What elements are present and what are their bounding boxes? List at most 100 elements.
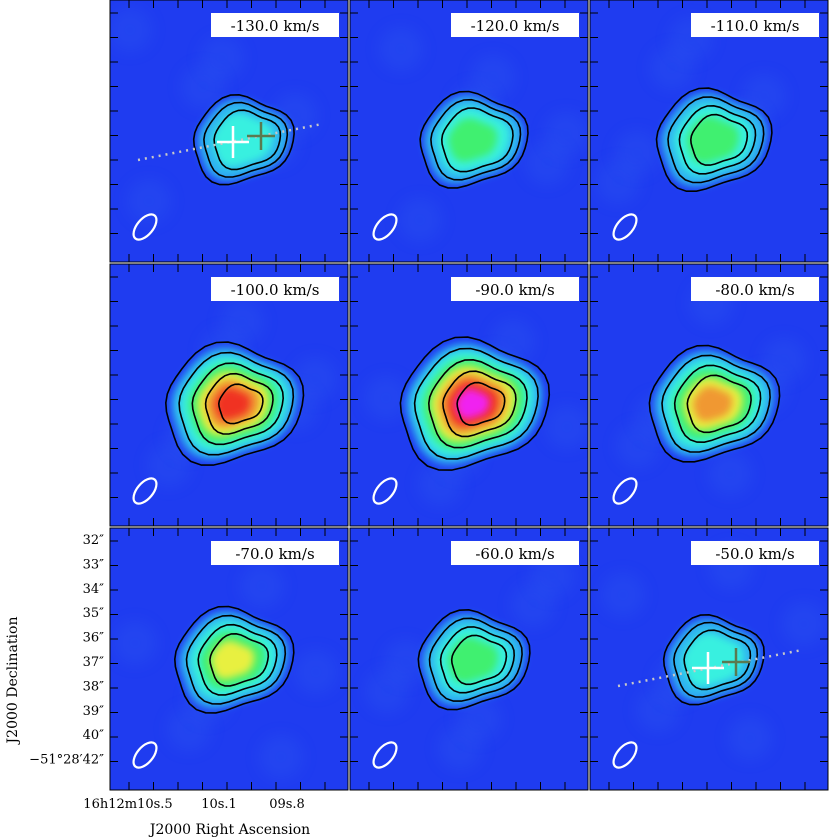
velocity-label-box [691,13,819,37]
contour-line [173,605,295,714]
contour-line [456,381,506,426]
contour-line [399,336,551,471]
channel-panel: -100.0 km/s [109,263,349,527]
contour-line [689,113,749,166]
panel-frame [109,263,349,527]
velocity-label-box [691,541,819,565]
beam-ellipse [132,477,158,505]
contour-line [678,104,757,175]
contour-line [673,364,762,444]
contour-line [442,370,517,438]
beam-ellipse [372,213,398,241]
contour-line [203,101,289,178]
panel-frame [589,527,829,791]
emission-layer [447,637,499,683]
contour-line [191,362,285,446]
contour-line [185,614,287,705]
contour-line [419,90,529,189]
emission-layer [214,388,251,420]
contour-line [204,372,274,435]
velocity-label-box [451,277,579,301]
panel-frame [349,263,589,527]
axes-labels: J2000 Right Ascension J2000 Declination … [5,533,310,838]
contour-line [439,626,516,694]
channel-panel: -50.0 km/s [589,527,829,791]
velocity-label: -80.0 km/s [715,281,794,299]
velocity-label-box [211,541,339,565]
contour-line [213,109,282,171]
velocity-label: -70.0 km/s [235,545,314,563]
velocity-label: -110.0 km/s [711,17,800,35]
velocity-label: -120.0 km/s [471,17,560,35]
channel-panel: -90.0 km/s [349,263,589,527]
contour-line [413,347,539,460]
velocity-label: -90.0 km/s [475,281,554,299]
contour-line [417,608,531,711]
y-tick-label: 39″ [83,704,105,719]
emission-layer [692,386,733,422]
beam-ellipse [612,477,638,505]
x-tick-label: 16h12m10s.5 [83,797,172,812]
velocity-label: -130.0 km/s [231,17,320,35]
y-tick-label: 38″ [83,679,105,694]
emission-layer [686,116,740,164]
velocity-label: -100.0 km/s [231,281,320,299]
velocity-label-box [691,277,819,301]
y-tick-label: 36″ [83,631,105,646]
contour-line [667,96,765,184]
emission-layer [211,640,255,680]
panel-frame [109,527,349,791]
beam-ellipse [612,741,638,769]
contour-line [430,98,522,181]
contour-line [427,358,528,449]
contour-line [686,374,752,434]
panels-grid: -130.0 km/s -120.0 km/s -110.0 km/s -100.0 … [109,0,829,791]
panel-frame [589,263,829,527]
beam-ellipse [612,213,638,241]
channel-panel: -70.0 km/s [109,527,349,791]
velocity-label-box [451,541,579,565]
y-tick-label: 33″ [83,557,105,572]
contour-line [662,613,765,706]
y-tick-label: 35″ [83,606,105,621]
x-axis-label: J2000 Right Ascension [148,822,310,838]
channel-panel: -80.0 km/s [589,263,829,527]
channel-panel: -120.0 km/s [349,0,589,263]
panel-frame [589,0,829,263]
velocity-label: -50.0 km/s [715,545,794,563]
contour-line [192,93,295,186]
y-tick-label: 34″ [83,582,105,597]
channel-panel: -130.0 km/s [109,0,349,263]
velocity-label-box [451,13,579,37]
contour-line [661,354,771,453]
contour-line [178,351,295,456]
y-tick-label: −51°28′42″ [29,753,104,768]
channel-panel: -60.0 km/s [349,527,589,791]
y-tick-label: 32″ [83,533,105,548]
x-tick-label: 09s.8 [269,797,305,812]
contour-line [648,344,781,463]
beam-ellipse [132,213,158,241]
contour-line [440,107,514,173]
contour-line [673,621,759,698]
contour-line [428,617,523,702]
contour-line [450,634,508,686]
y-axis-label: J2000 Declination [5,617,21,746]
velocity-label-box [211,13,339,37]
panel-frame [349,527,589,791]
emission-layer [455,388,490,419]
contour-line [197,623,278,696]
channel-panel: -110.0 km/s [589,0,829,263]
y-tick-label: 40″ [83,728,105,743]
emission-layer [448,118,498,162]
velocity-label-box [211,277,339,301]
contour-line [683,629,752,691]
emission-layer [682,632,744,687]
beam-ellipse [372,741,398,769]
beam-ellipse [372,477,398,505]
contour-line [209,632,270,687]
contour-line [655,87,773,192]
panel-frame [349,0,589,263]
x-tick-label: 10s.1 [201,797,237,812]
